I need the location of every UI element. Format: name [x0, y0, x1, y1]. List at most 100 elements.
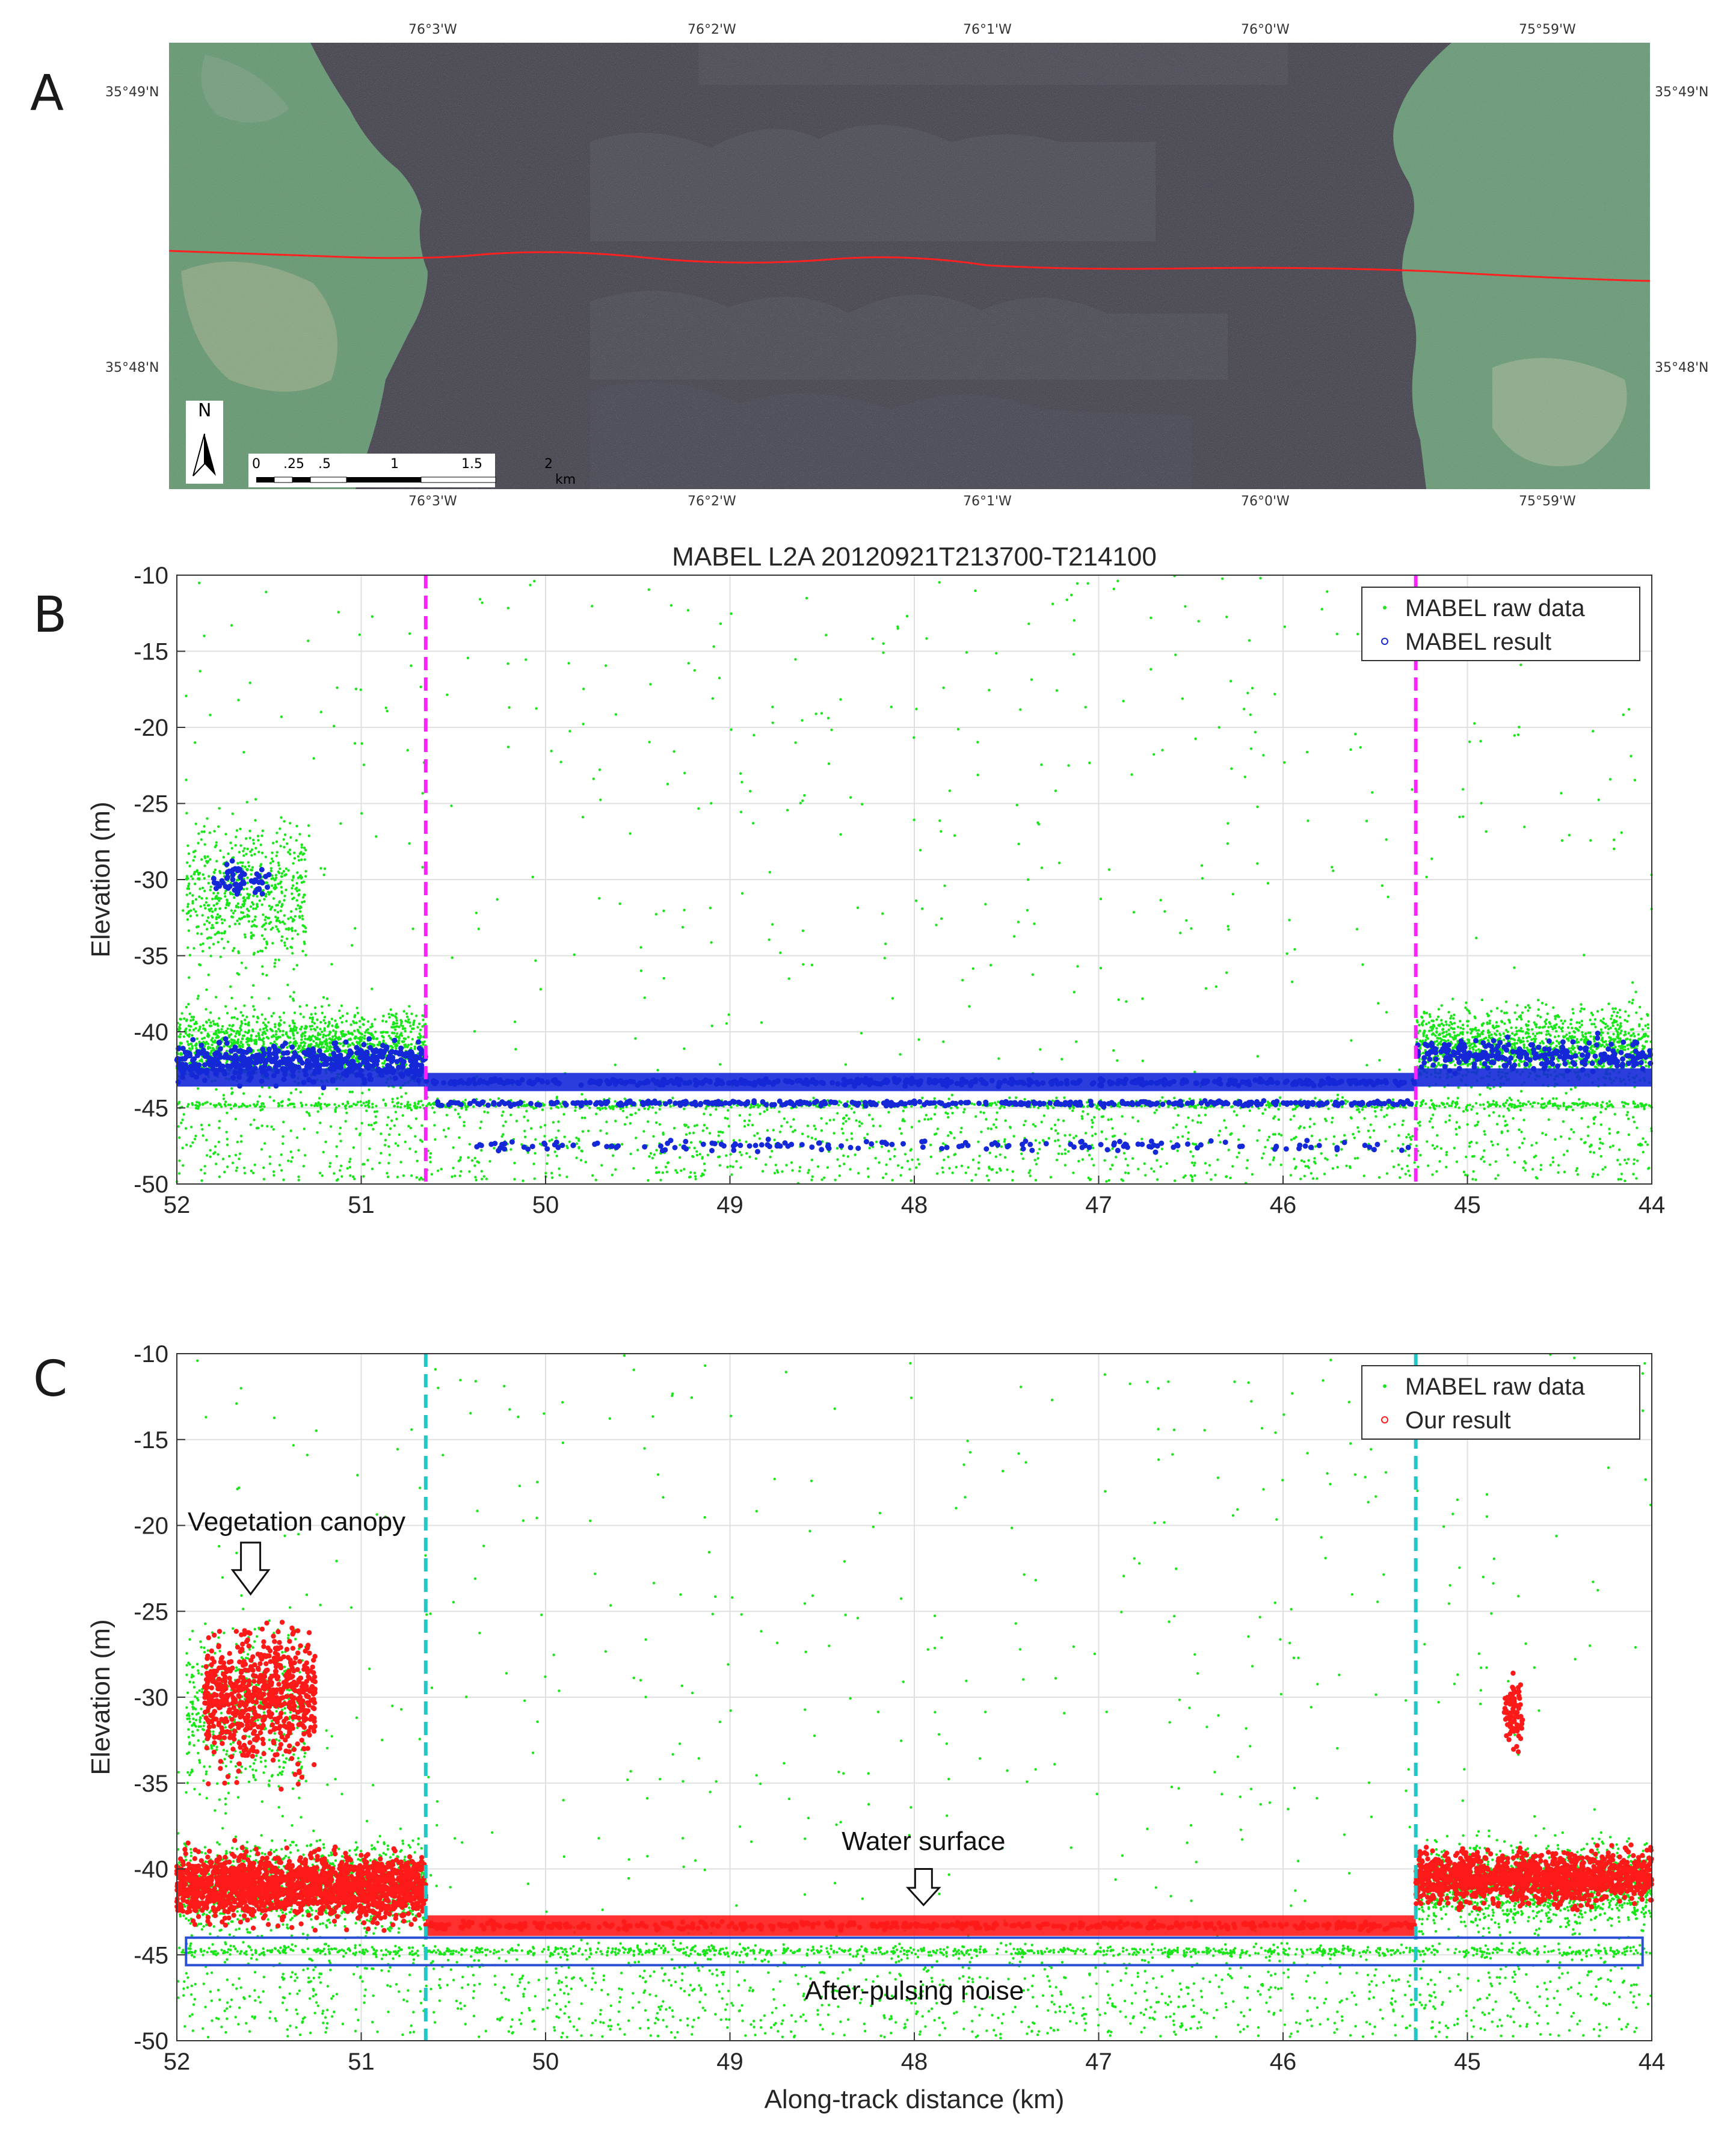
raw-point	[353, 742, 357, 745]
raw-point	[1459, 1032, 1462, 1035]
raw-point	[323, 1027, 326, 1030]
raw-point	[245, 869, 249, 872]
raw-point	[960, 1164, 964, 1168]
raw-point	[1404, 1173, 1407, 1176]
raw-point	[1557, 1035, 1560, 1038]
raw-point	[1628, 1001, 1631, 1004]
raw-point	[202, 873, 205, 876]
raw-point	[313, 1022, 316, 1025]
raw-point	[242, 1034, 246, 1037]
raw-point	[194, 910, 197, 913]
raw-point	[264, 922, 268, 925]
raw-point	[976, 741, 979, 744]
raw-point	[300, 1025, 303, 1028]
raw-point	[1277, 1118, 1281, 1121]
raw-point	[269, 862, 272, 865]
raw-point	[200, 897, 203, 900]
raw-point	[740, 1153, 743, 1156]
raw-point	[224, 889, 227, 893]
raw-point	[239, 893, 242, 896]
raw-point	[311, 1020, 314, 1023]
raw-point	[1324, 1157, 1327, 1160]
raw-point	[1542, 1041, 1545, 1045]
raw-point	[269, 907, 272, 910]
raw-point	[182, 1035, 186, 1038]
raw-point	[1459, 1020, 1462, 1023]
raw-point	[1470, 1140, 1473, 1144]
raw-point	[410, 1043, 413, 1046]
raw-point	[283, 833, 287, 836]
raw-point	[205, 860, 208, 863]
raw-point	[1575, 1021, 1578, 1024]
raw-point	[581, 816, 585, 819]
raw-point	[649, 1152, 653, 1155]
raw-point	[849, 1168, 852, 1171]
raw-point	[480, 1170, 483, 1173]
raw-point	[988, 1152, 992, 1155]
raw-point	[229, 881, 232, 884]
raw-point	[374, 1018, 377, 1021]
raw-point	[1433, 1147, 1436, 1150]
raw-point	[1601, 1008, 1604, 1011]
raw-point	[1480, 1024, 1484, 1027]
raw-point	[555, 1097, 558, 1100]
raw-point	[1488, 1019, 1491, 1022]
raw-point	[1632, 1032, 1635, 1035]
raw-point	[1641, 1028, 1645, 1031]
raw-point	[1548, 1021, 1551, 1024]
raw-point	[418, 1032, 421, 1035]
raw-point	[282, 1029, 285, 1033]
raw-point	[1006, 1168, 1009, 1171]
raw-point	[266, 1124, 269, 1128]
raw-point	[356, 1011, 360, 1014]
raw-point	[301, 949, 304, 953]
raw-point	[1467, 1064, 1470, 1067]
raw-point	[1644, 1141, 1647, 1144]
raw-point	[309, 1028, 313, 1031]
raw-point	[925, 637, 928, 640]
raw-point	[396, 1097, 399, 1100]
raw-point	[1483, 1160, 1486, 1163]
raw-point	[1067, 764, 1070, 767]
raw-point	[1112, 1049, 1115, 1052]
raw-point	[1428, 1013, 1431, 1016]
raw-point	[1310, 1172, 1313, 1175]
raw-point	[1437, 1042, 1441, 1045]
raw-point	[245, 801, 248, 804]
raw-point	[1063, 1152, 1067, 1155]
raw-point	[1026, 908, 1029, 912]
raw-point	[275, 904, 278, 907]
raw-point	[208, 908, 211, 911]
raw-point	[239, 1135, 243, 1138]
raw-point	[1580, 1020, 1583, 1023]
raw-point	[1435, 1018, 1438, 1021]
raw-point	[226, 1111, 229, 1114]
raw-point	[209, 1149, 212, 1152]
raw-point	[289, 836, 292, 839]
raw-point	[313, 1035, 316, 1038]
raw-point	[1210, 1178, 1213, 1181]
raw-point	[354, 927, 357, 930]
raw-point	[768, 938, 771, 942]
raw-point	[1444, 1035, 1447, 1038]
raw-point	[1431, 1144, 1434, 1147]
raw-point	[1257, 1107, 1260, 1110]
raw-point	[457, 1159, 460, 1163]
raw-point	[1557, 1059, 1560, 1062]
raw-point	[302, 1016, 305, 1019]
raw-point	[535, 707, 538, 710]
raw-point	[727, 1109, 730, 1112]
raw-point	[1036, 821, 1039, 824]
raw-point	[232, 949, 235, 952]
raw-point	[718, 1063, 722, 1066]
raw-point	[282, 1011, 286, 1014]
raw-point	[1468, 1044, 1471, 1047]
raw-point	[1506, 1148, 1509, 1151]
raw-point	[933, 1113, 937, 1116]
raw-point	[839, 833, 842, 836]
raw-point	[783, 1117, 786, 1120]
raw-point	[315, 1041, 318, 1045]
raw-point	[1571, 1008, 1574, 1011]
raw-point	[938, 581, 941, 584]
raw-point	[304, 870, 307, 873]
